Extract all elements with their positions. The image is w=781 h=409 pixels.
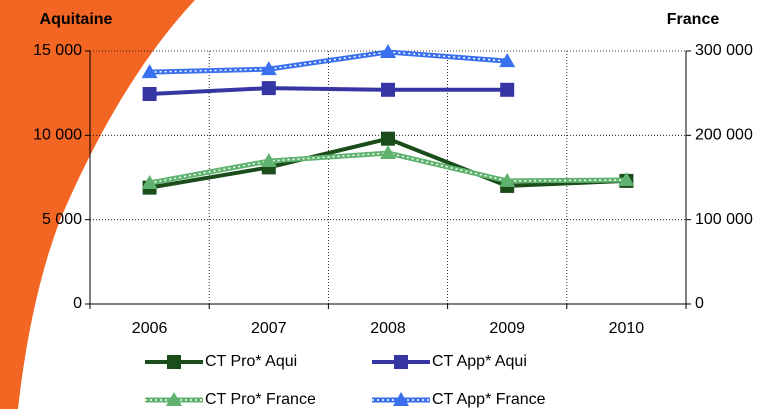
marker bbox=[262, 81, 276, 95]
marker bbox=[500, 83, 514, 97]
marker bbox=[381, 132, 395, 146]
y2-axis-title: France bbox=[667, 11, 720, 28]
y2-tick-label: 300 000 bbox=[695, 42, 753, 59]
y-tick-label: 5 000 bbox=[42, 211, 82, 228]
decorative-swoosh bbox=[0, 0, 195, 409]
marker bbox=[394, 355, 408, 369]
chart: Aquitaine France 0 5 000 10 000 15 000 0 100 … bbox=[0, 0, 781, 409]
marker bbox=[381, 83, 395, 97]
x-tick-label: 2010 bbox=[609, 320, 645, 337]
legend-label: CT App* France bbox=[432, 391, 546, 408]
y-tick-label: 0 bbox=[73, 295, 82, 312]
legend-label: CT App* Aqui bbox=[432, 353, 527, 370]
y-tick-label: 10 000 bbox=[33, 127, 82, 144]
x-tick-label: 2008 bbox=[370, 320, 406, 337]
x-tick-label: 2006 bbox=[132, 320, 168, 337]
y-axis-title: Aquitaine bbox=[40, 11, 113, 28]
x-tick-label: 2007 bbox=[251, 320, 287, 337]
x-tick-label: 2009 bbox=[489, 320, 525, 337]
y2-tick-label: 100 000 bbox=[695, 211, 753, 228]
marker bbox=[167, 355, 181, 369]
legend-label: CT Pro* France bbox=[205, 391, 316, 408]
marker bbox=[143, 87, 157, 101]
y-tick-label: 15 000 bbox=[33, 42, 82, 59]
y2-tick-label: 0 bbox=[695, 295, 704, 312]
y2-tick-label: 200 000 bbox=[695, 127, 753, 144]
legend-label: CT Pro* Aqui bbox=[205, 353, 297, 370]
